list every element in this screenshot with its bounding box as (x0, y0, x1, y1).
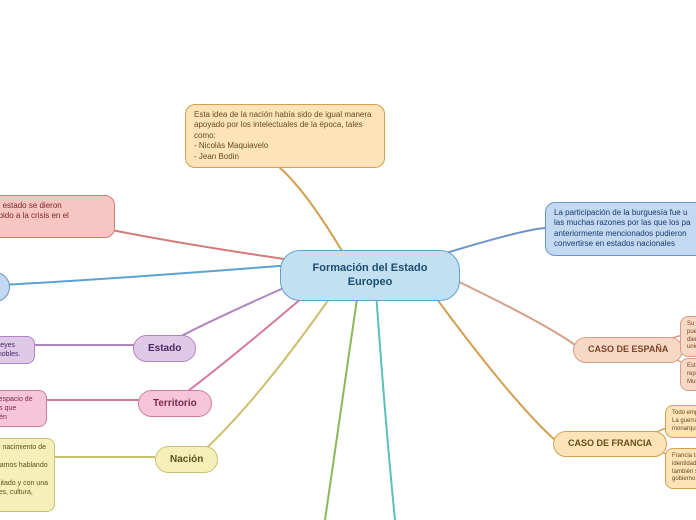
espana-label[interactable]: CASO DE ESPAÑA (573, 337, 683, 363)
francia-detail-2: Francia también desarrolló el sentim ide… (665, 448, 696, 489)
intellectuals-node[interactable]: Esta idea de la nación había sido de igu… (185, 104, 385, 168)
francia-detail-1: Todo empezó con un gobierno absol La gue… (665, 405, 696, 438)
estado-label[interactable]: Estado (133, 335, 196, 362)
nacion-label[interactable]: Nación (155, 446, 218, 473)
nacion-detail: e al lugar de nacimiento de una contexto… (0, 438, 55, 512)
territorio-label[interactable]: Territorio (138, 390, 212, 417)
blue-left-node[interactable] (0, 272, 10, 302)
estado-detail: los reyes los nobles. (0, 336, 35, 364)
francia-label[interactable]: CASO DE FRANCIA (553, 431, 667, 457)
burguesia-node[interactable]: La participación de la burguesía fue u l… (545, 202, 696, 256)
territorio-detail: os al espacio de itantes que también (0, 390, 47, 427)
espana-detail-1: Su estado nac pueblos de Ca dieron paso … (680, 316, 696, 357)
crisis-node[interactable]: os del estado se dieron tal debido a la … (0, 195, 115, 238)
central-node[interactable]: Formación del Estado Europeo (280, 250, 460, 301)
espana-detail-2: Estos sucesos repercusiones Musulmanes. (680, 358, 696, 391)
